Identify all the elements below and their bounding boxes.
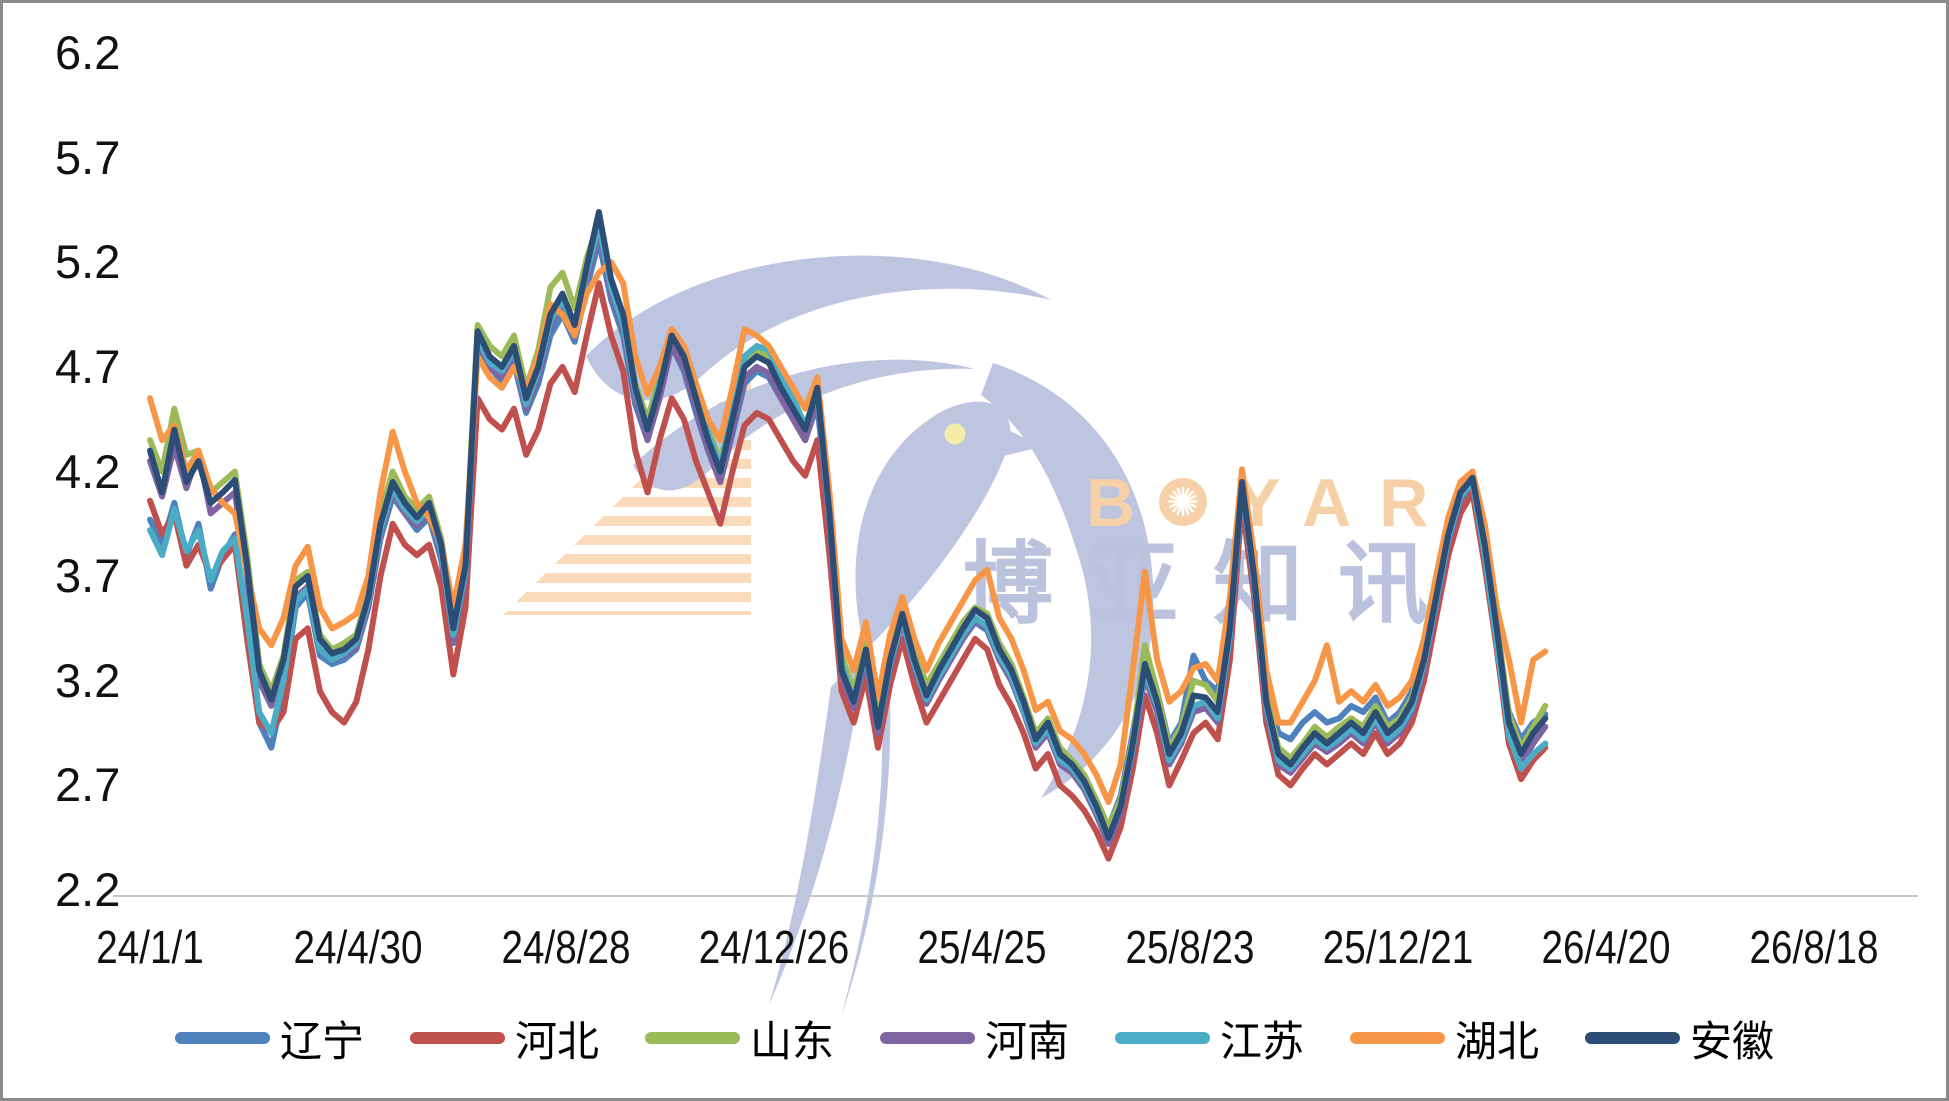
boyar-watermark: B ✺ YAR 博亚知讯 — [503, 255, 1463, 1017]
legend-label: 江苏 — [1220, 1017, 1305, 1065]
legend-item-河北: 河北 — [409, 1008, 599, 1069]
y-tick-label: 6.2 — [55, 26, 121, 79]
x-tick-label: 26/4/20 — [1541, 921, 1671, 973]
y-tick-label: 2.7 — [55, 758, 121, 812]
legend-item-河南: 河南 — [879, 1008, 1069, 1069]
x-tick-label: 24/4/30 — [293, 921, 423, 973]
brand-text-b: B — [1086, 465, 1135, 541]
y-tick-label: 4.7 — [55, 339, 121, 393]
x-tick-label: 24/1/1 — [96, 921, 204, 973]
y-tick-label: 5.7 — [55, 130, 121, 184]
starburst-o-icon-core: ✺ — [1166, 481, 1200, 525]
legend-swatch-icon — [1350, 1032, 1446, 1044]
legend-label: 河北 — [514, 1017, 599, 1065]
brand-text-yar: YAR — [1235, 465, 1456, 541]
x-tick-label: 25/8/23 — [1125, 921, 1255, 973]
x-tick-label: 24/8/28 — [501, 921, 631, 973]
y-tick-label: 5.2 — [55, 235, 121, 289]
legend-swatch-icon — [174, 1032, 270, 1044]
y-tick-label: 4.2 — [55, 444, 121, 498]
brand-text-cn: 博亚知讯 — [963, 535, 1463, 635]
x-tick-label: 24/12/26 — [698, 921, 850, 973]
legend-item-辽宁: 辽宁 — [174, 1008, 364, 1069]
series-line-安徽 — [147, 209, 1549, 841]
legend-label: 湖北 — [1455, 1017, 1540, 1065]
legend-swatch-icon — [879, 1032, 975, 1044]
legend-swatch-icon — [644, 1032, 740, 1044]
y-tick-label: 3.7 — [55, 549, 121, 603]
legend-swatch-icon — [1585, 1032, 1681, 1044]
legend-item-山东: 山东 — [644, 1008, 834, 1069]
legend-label: 河南 — [984, 1017, 1069, 1065]
legend-item-江苏: 江苏 — [1115, 1008, 1304, 1069]
starburst-o-icon — [1159, 478, 1207, 526]
series-line-湖北 — [147, 259, 1549, 806]
legend-item-安徽: 安徽 — [1585, 1008, 1774, 1069]
legend-swatch-icon — [409, 1032, 505, 1044]
legend-label: 辽宁 — [279, 1017, 364, 1065]
series-lines-group — [147, 209, 1549, 862]
legend-item-湖北: 湖北 — [1350, 1008, 1539, 1069]
legend-swatch-icon — [1115, 1032, 1210, 1044]
x-tick-label: 25/12/21 — [1322, 921, 1474, 973]
legend: 辽宁 河北 山东 河南 江苏 湖北 安徽 — [3, 1005, 1946, 1071]
series-line-河北 — [147, 280, 1549, 862]
y-tick-label: 2.2 — [55, 863, 121, 916]
legend-label: 安徽 — [1690, 1017, 1775, 1065]
x-tick-label: 25/4/25 — [917, 921, 1047, 973]
dove-eye — [944, 423, 966, 445]
legend-label: 山东 — [749, 1017, 834, 1065]
x-tick-label: 26/8/18 — [1749, 921, 1879, 973]
y-tick-label: 3.2 — [55, 653, 121, 707]
price-line-chart: B ✺ YAR 博亚知讯 — [113, 209, 1918, 1017]
